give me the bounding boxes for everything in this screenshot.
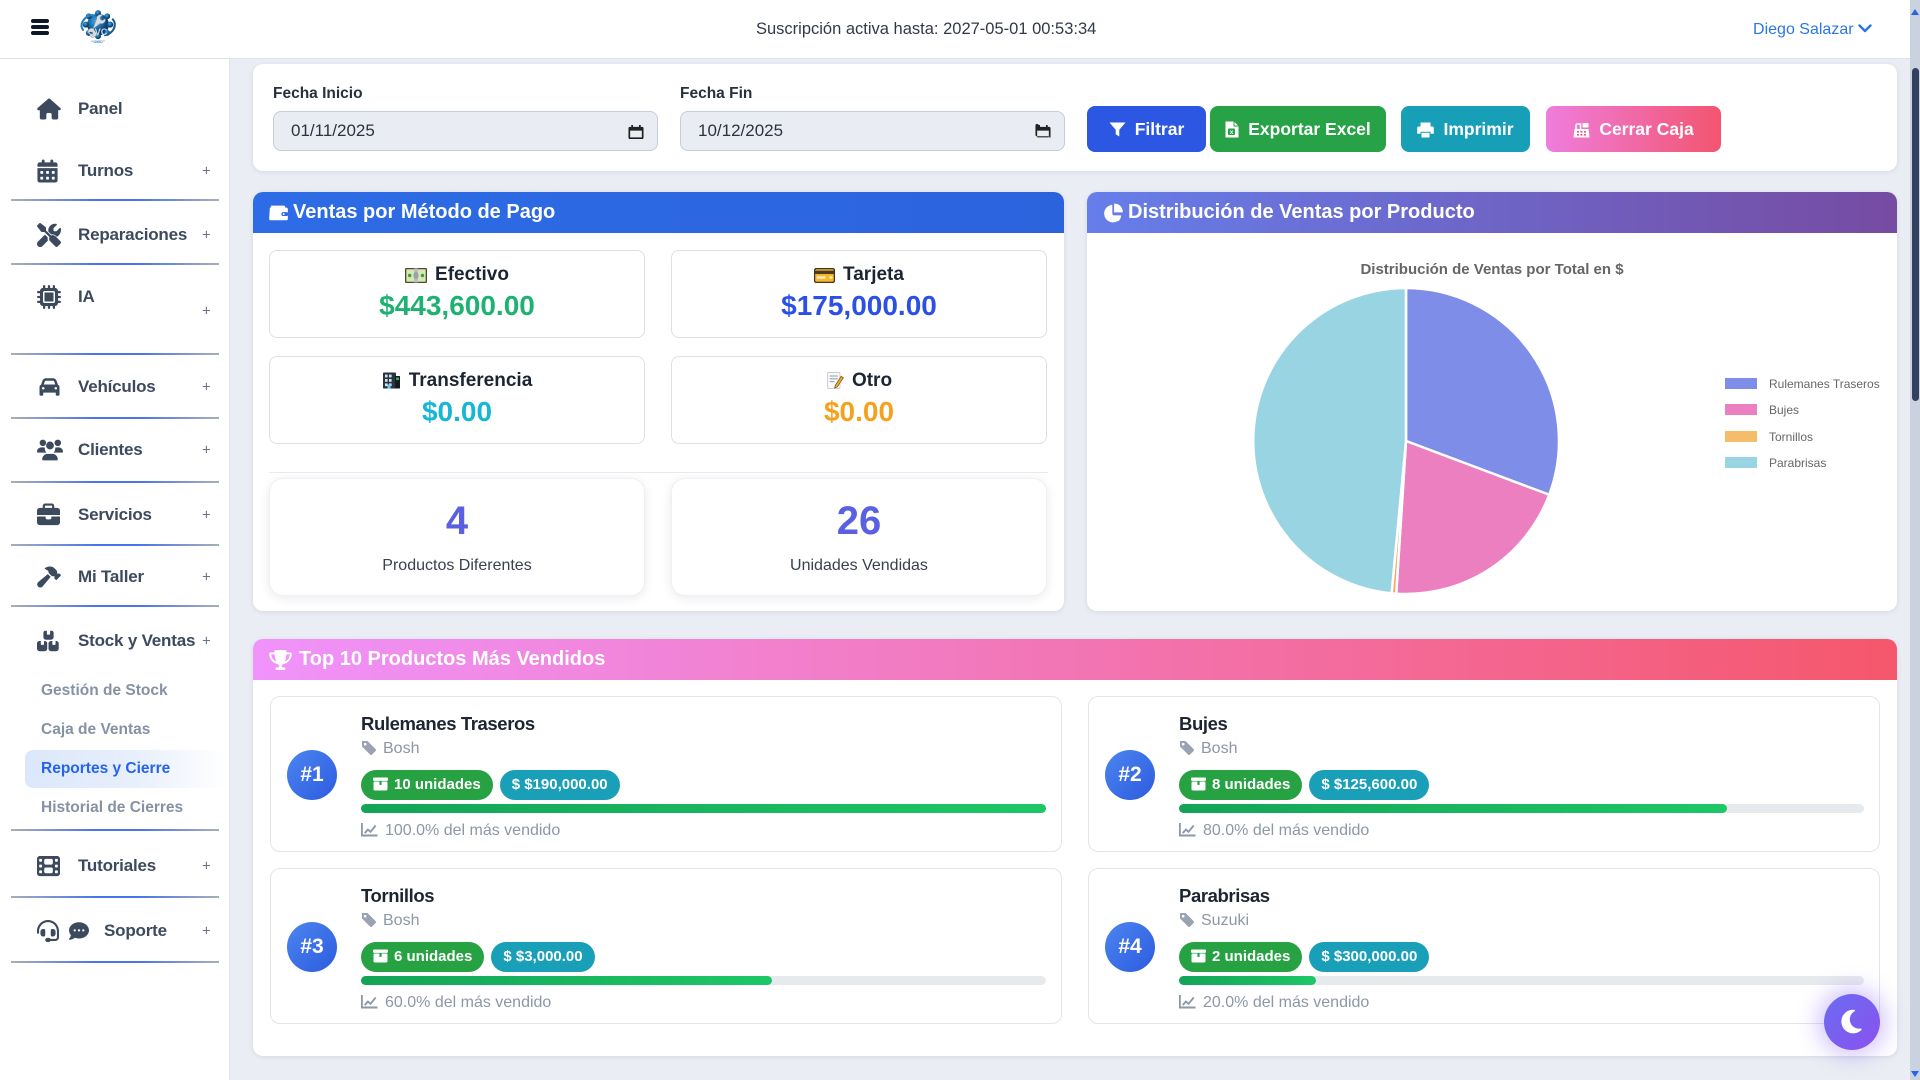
svg-text:x: x: [1230, 129, 1234, 136]
svg-text:SVC: SVC: [89, 27, 108, 37]
svg-text:“OMO”: “OMO”: [91, 39, 105, 44]
